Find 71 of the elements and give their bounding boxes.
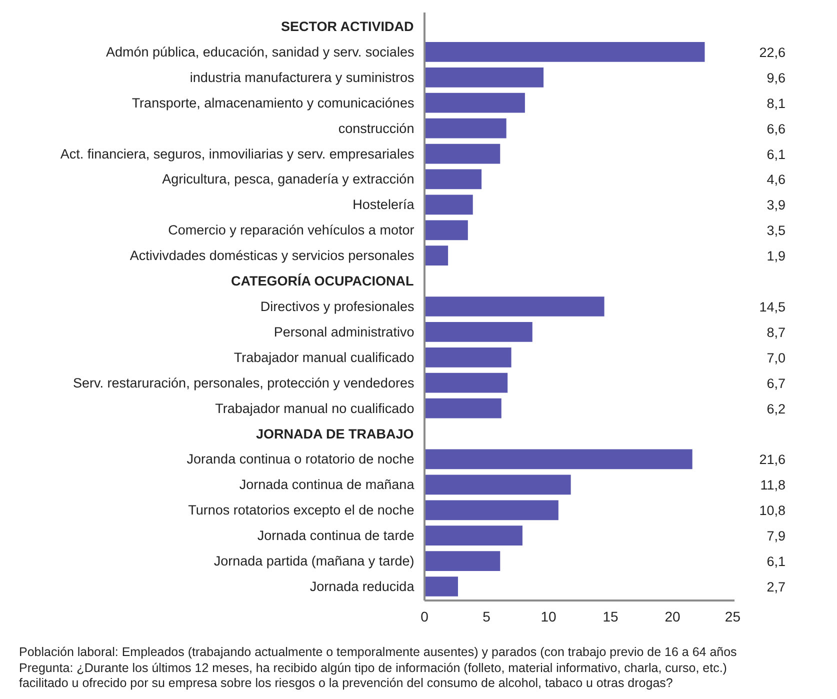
bar xyxy=(424,449,692,470)
data-label: 14,5 xyxy=(759,300,786,314)
data-label: 10,8 xyxy=(759,503,786,518)
data-label: 2,7 xyxy=(766,580,786,594)
data-label: 4,6 xyxy=(766,172,786,188)
y-tick-label: Directivos y profesionales xyxy=(260,299,414,314)
data-label: 6,1 xyxy=(766,554,786,570)
data-label: 22,6 xyxy=(759,44,786,60)
bar xyxy=(424,220,468,240)
bar xyxy=(424,500,558,520)
y-tick-label: Comercio y reparación vehículos a motor xyxy=(168,222,415,238)
bar xyxy=(424,67,544,88)
data-label: 6,7 xyxy=(766,376,786,391)
data-label: 3,5 xyxy=(766,223,786,238)
bar xyxy=(424,474,571,495)
bar xyxy=(424,576,458,596)
y-tick-label: Joranda continua o rotatorio de noche xyxy=(186,452,414,467)
data-label: 3,9 xyxy=(766,198,786,213)
x-tick-label: 0 xyxy=(420,608,429,624)
data-label: 6,2 xyxy=(766,401,786,416)
bar xyxy=(424,246,448,266)
y-tick-label: Turnos rotatorios excepto el de noche xyxy=(188,502,414,518)
y-tick-label: Trabajador manual no cualificado xyxy=(215,400,414,416)
bar xyxy=(424,347,512,368)
bar xyxy=(424,92,525,113)
y-tick-label: JORNADA DE TRABAJO xyxy=(256,426,414,442)
y-tick-label: Trabajador manual cualificado xyxy=(234,350,414,365)
bar xyxy=(424,144,500,164)
y-tick-label: Serv. restaruración, personales, protección y vendedores xyxy=(73,375,414,390)
data-label: 8,1 xyxy=(766,96,786,111)
data-label: 7,0 xyxy=(766,350,786,366)
y-tick-label: Activivdades domésticas y servicios personales xyxy=(130,248,414,264)
y-tick-label: Admón pública, educación, sanidad y serv. sociales xyxy=(106,44,414,60)
bar xyxy=(424,398,502,418)
bar xyxy=(424,296,604,316)
bar xyxy=(424,169,482,190)
y-tick-label: construcción xyxy=(338,120,414,136)
y-tick-label: Hostelería xyxy=(352,197,415,212)
x-tick-label: 5 xyxy=(482,608,491,624)
x-tick-label: 10 xyxy=(540,608,556,624)
x-tick-label: 20 xyxy=(664,608,680,624)
x-tick-label: 25 xyxy=(724,608,741,624)
y-tick-label: CATEGORÍA OCUPACIONAL xyxy=(230,274,414,289)
y-tick-label: Transporte, almacenamiento y comunicaciónes xyxy=(132,95,414,110)
y-tick-label: Jornada continua de mañana xyxy=(239,477,415,492)
bar xyxy=(424,372,508,393)
x-tick-label: 15 xyxy=(602,608,618,624)
y-tick-label: Jornada partida (mañana y tarde) xyxy=(214,554,414,569)
bar xyxy=(424,322,532,342)
text: Pregunta: ¿Durante los últimos 12 meses, ha recibido algún tipo de información (folleto, material informativo, charla, curso, etc.) facilitado u ofrecido por su empresa sobre los riesgos o la prevención del consumo de alcohol, tabaco u otras drogas? xyxy=(19,660,727,690)
bar xyxy=(424,194,473,215)
data-label: 11,8 xyxy=(760,478,786,493)
y-tick-label: SECTOR ACTIVIDAD xyxy=(280,19,414,34)
data-label: 1,9 xyxy=(766,248,786,264)
y-tick-label: Jornada reducida xyxy=(310,579,415,594)
data-label: 6,6 xyxy=(766,121,786,136)
bar xyxy=(424,42,705,62)
y-tick-label: Jornada continua de tarde xyxy=(257,528,414,544)
data-label: 6,1 xyxy=(766,146,786,162)
text: Población laboral: Empleados (trabajando actualmente o temporalmente ausentes) y parados (con trabajo previo de 16 a 64 años xyxy=(19,645,737,659)
data-label: 8,7 xyxy=(766,324,786,340)
bar xyxy=(424,118,506,138)
y-tick-label: Personal administrativo xyxy=(274,324,414,340)
y-tick-label: industria manufacturera y suministros xyxy=(190,70,414,85)
y-tick-label: Agricultura, pesca, ganadería y extracción xyxy=(162,172,414,187)
data-label: 9,6 xyxy=(766,70,786,86)
bar xyxy=(424,551,500,571)
bar xyxy=(424,526,522,546)
y-tick-label: Act. financiera, seguros, inmoviliarias y serv. empresariales xyxy=(60,146,414,162)
data-label: 7,9 xyxy=(766,528,786,544)
data-label: 21,6 xyxy=(759,452,786,468)
